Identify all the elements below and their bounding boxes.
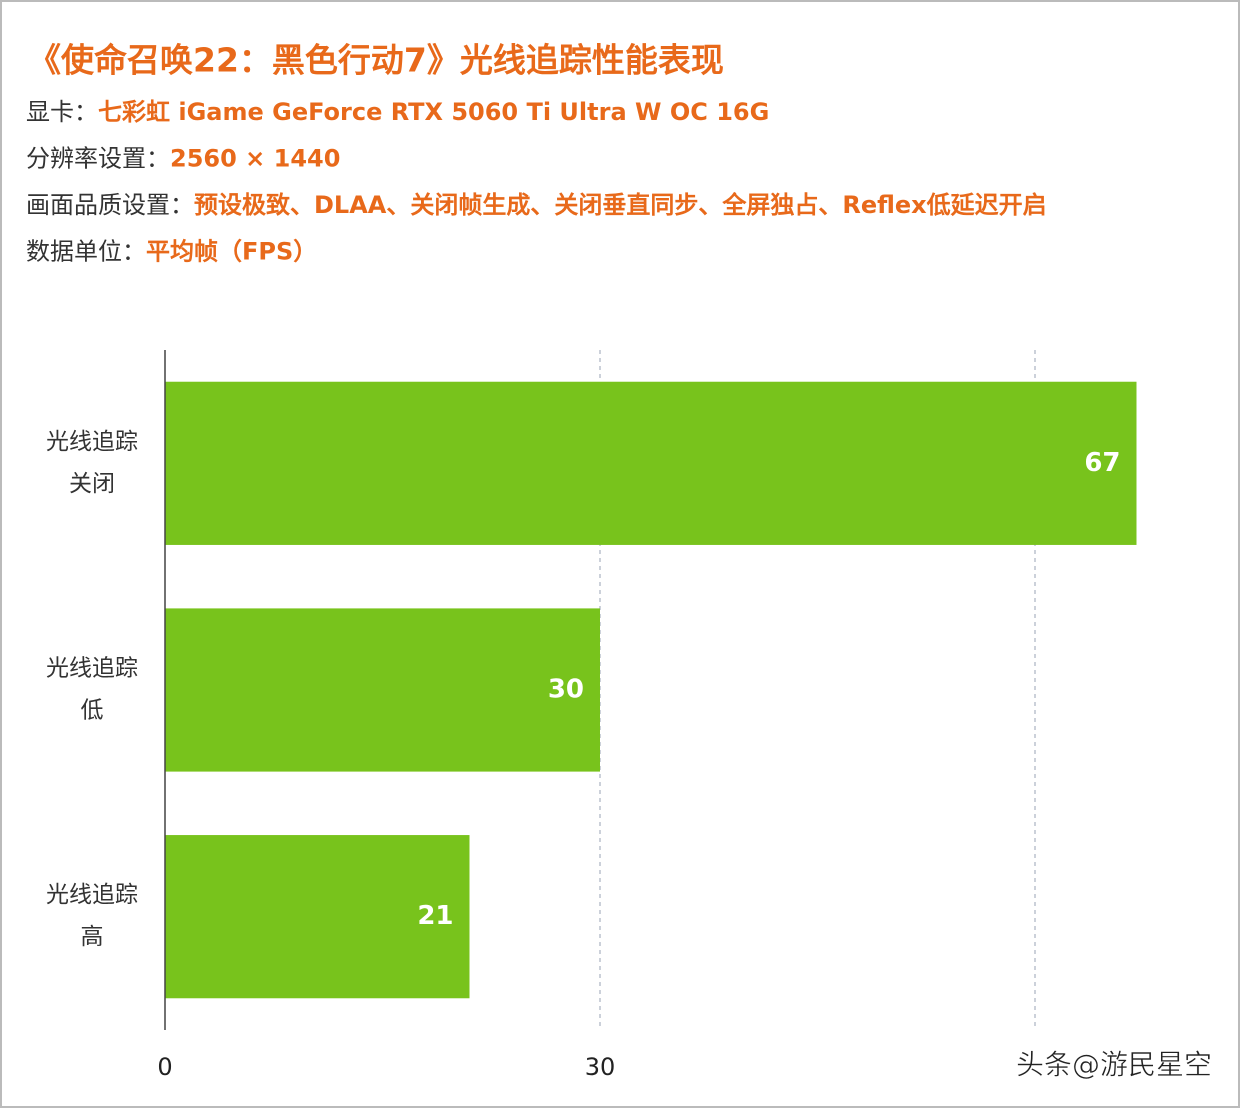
info-label: 分辨率设置： — [26, 145, 170, 173]
chart-title: 《使命召唤22：黑色行动7》光线追踪性能表现 — [28, 41, 724, 80]
info-label: 数据单位： — [26, 238, 146, 266]
bar — [165, 381, 1137, 545]
info-value: 2560 × 1440 — [170, 145, 340, 173]
y-tick-label: 低 — [81, 698, 104, 724]
info-line: 数据单位：平均帧（FPS） — [26, 238, 317, 266]
y-tick-label: 光线追踪 — [46, 882, 138, 908]
y-tick-label: 高 — [81, 924, 104, 950]
info-line: 分辨率设置：2560 × 1440 — [26, 145, 340, 173]
y-tick-label: 光线追踪 — [46, 429, 138, 455]
bar — [165, 835, 470, 999]
x-tick-label: 0 — [157, 1053, 172, 1081]
y-tick-label: 关闭 — [69, 471, 115, 497]
value-label: 67 — [1084, 448, 1120, 478]
value-label: 21 — [417, 901, 453, 931]
info-value: 七彩虹 iGame GeForce RTX 5060 Ti Ultra W OC… — [98, 98, 769, 126]
y-tick-label: 光线追踪 — [46, 656, 138, 682]
x-tick-label: 30 — [585, 1053, 616, 1081]
info-label: 显卡： — [26, 98, 98, 126]
info-value: 预设极致、DLAA、关闭帧生成、关闭垂直同步、全屏独占、Reflex低延迟开启 — [194, 191, 1047, 219]
value-label: 30 — [548, 675, 584, 705]
info-line: 画面品质设置：预设极致、DLAA、关闭帧生成、关闭垂直同步、全屏独占、Refle… — [26, 191, 1047, 219]
info-label: 画面品质设置： — [26, 191, 194, 219]
bar — [165, 608, 600, 772]
watermark: 头条@游民星空 — [1016, 1048, 1212, 1081]
info-value: 平均帧（FPS） — [146, 238, 317, 266]
info-line: 显卡：七彩虹 iGame GeForce RTX 5060 Ti Ultra W… — [26, 98, 769, 126]
